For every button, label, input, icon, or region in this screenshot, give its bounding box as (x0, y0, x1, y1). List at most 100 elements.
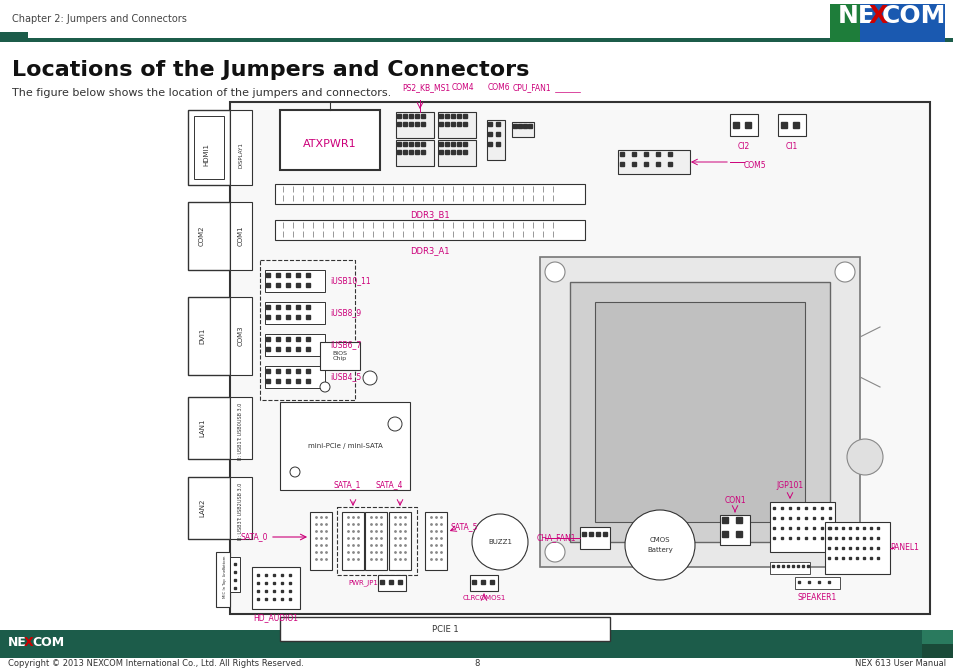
Bar (437, 140, 476, 166)
Text: NE: NE (8, 636, 27, 650)
Bar (230, 297, 252, 375)
Text: HDMI1: HDMI1 (203, 144, 209, 167)
Text: CON1: CON1 (723, 496, 745, 505)
Text: LAN1: LAN1 (199, 419, 205, 437)
Bar (569, 282, 829, 542)
Text: COM3: COM3 (237, 326, 244, 346)
Bar (618, 150, 689, 174)
Circle shape (846, 439, 882, 475)
Bar (486, 120, 504, 160)
Bar (274, 184, 584, 204)
Text: USB 3.0: USB 3.0 (238, 482, 243, 501)
Bar (265, 334, 325, 356)
Text: Bottom: Bottom (223, 555, 227, 569)
Text: PANEL1: PANEL1 (889, 544, 918, 552)
Text: iUSB10_11: iUSB10_11 (330, 276, 370, 286)
Text: COM: COM (32, 636, 64, 650)
Bar (188, 110, 230, 185)
Bar (395, 112, 434, 138)
Text: COM6: COM6 (488, 83, 510, 92)
Text: DISPLAY1: DISPLAY1 (238, 142, 243, 168)
Bar (310, 512, 332, 570)
Bar (193, 116, 224, 179)
Text: Locations of the Jumpers and Connectors: Locations of the Jumpers and Connectors (12, 60, 529, 80)
Bar (0, 32, 28, 42)
Text: Battery: Battery (646, 547, 672, 553)
Bar (859, 4, 944, 42)
Bar (265, 302, 325, 324)
Bar (336, 507, 416, 575)
Bar (252, 567, 299, 609)
Circle shape (834, 542, 854, 562)
Circle shape (834, 262, 854, 282)
Bar (579, 527, 609, 549)
Bar (188, 477, 230, 539)
Bar (341, 512, 364, 570)
Bar (729, 114, 758, 136)
Bar (365, 512, 387, 570)
Text: iUSB8_9: iUSB8_9 (330, 308, 361, 317)
Bar (274, 220, 584, 240)
Bar (395, 140, 434, 166)
Bar (230, 477, 252, 539)
Circle shape (544, 542, 564, 562)
Bar (377, 575, 406, 591)
Bar (470, 575, 497, 591)
Bar (188, 397, 230, 459)
Text: JGP101: JGP101 (776, 481, 802, 490)
Bar (230, 557, 240, 592)
Text: DDR3_A1: DDR3_A1 (410, 246, 449, 255)
Text: COM2: COM2 (199, 226, 205, 246)
Text: HD_AUDIO1: HD_AUDIO1 (253, 613, 298, 622)
Bar (778, 114, 805, 136)
Text: NEX 613 User Manual: NEX 613 User Manual (854, 659, 945, 667)
Text: The figure below shows the location of the jumpers and connectors.: The figure below shows the location of t… (12, 88, 391, 98)
Bar (230, 102, 929, 614)
Bar (280, 402, 410, 490)
Bar (824, 522, 889, 574)
Text: ATXPWR1: ATXPWR1 (303, 139, 356, 149)
Bar (188, 297, 230, 375)
Text: T: USB2: T: USB2 (238, 503, 243, 521)
Circle shape (319, 382, 330, 392)
Text: CLRCOMOS1: CLRCOMOS1 (462, 595, 505, 601)
Text: X: X (24, 636, 33, 650)
Circle shape (624, 510, 695, 580)
Text: Copyright © 2013 NEXCOM International Co., Ltd. All Rights Reserved.: Copyright © 2013 NEXCOM International Co… (8, 659, 304, 667)
Text: SATA_5: SATA_5 (451, 523, 478, 532)
Circle shape (290, 467, 299, 477)
Text: iUSB6_7: iUSB6_7 (330, 341, 361, 349)
Text: CMOS: CMOS (649, 537, 670, 543)
Text: Top: Top (223, 579, 227, 585)
Bar (230, 110, 252, 185)
Bar (0, 38, 953, 42)
Text: DDR3_B1: DDR3_B1 (410, 210, 450, 219)
Bar (769, 502, 834, 552)
Text: T: USB0: T: USB0 (238, 423, 243, 442)
Bar (921, 644, 953, 658)
Text: iUSB4_5: iUSB4_5 (330, 372, 361, 382)
Circle shape (472, 514, 527, 570)
Bar (230, 397, 252, 459)
Text: mini-PCIe / mini-SATA: mini-PCIe / mini-SATA (307, 443, 382, 449)
Bar (539, 257, 859, 567)
Bar (829, 4, 944, 42)
Bar (215, 552, 230, 607)
Text: X: X (868, 4, 887, 28)
Bar (595, 302, 804, 522)
Text: Line: Line (223, 568, 227, 576)
Text: LAN2: LAN2 (199, 499, 205, 517)
Text: CI1: CI1 (785, 142, 798, 151)
Text: 8: 8 (474, 659, 479, 667)
Bar (0, 630, 953, 658)
Text: COM1: COM1 (237, 226, 244, 247)
Bar (437, 112, 476, 138)
Text: CI2: CI2 (737, 142, 749, 151)
Bar (260, 260, 355, 400)
Text: PCIE 1: PCIE 1 (432, 624, 457, 634)
Bar (512, 122, 534, 137)
Text: SATA_0: SATA_0 (240, 532, 268, 542)
Bar (389, 512, 411, 570)
Text: B: USB1: B: USB1 (238, 440, 243, 460)
Bar (769, 562, 809, 574)
